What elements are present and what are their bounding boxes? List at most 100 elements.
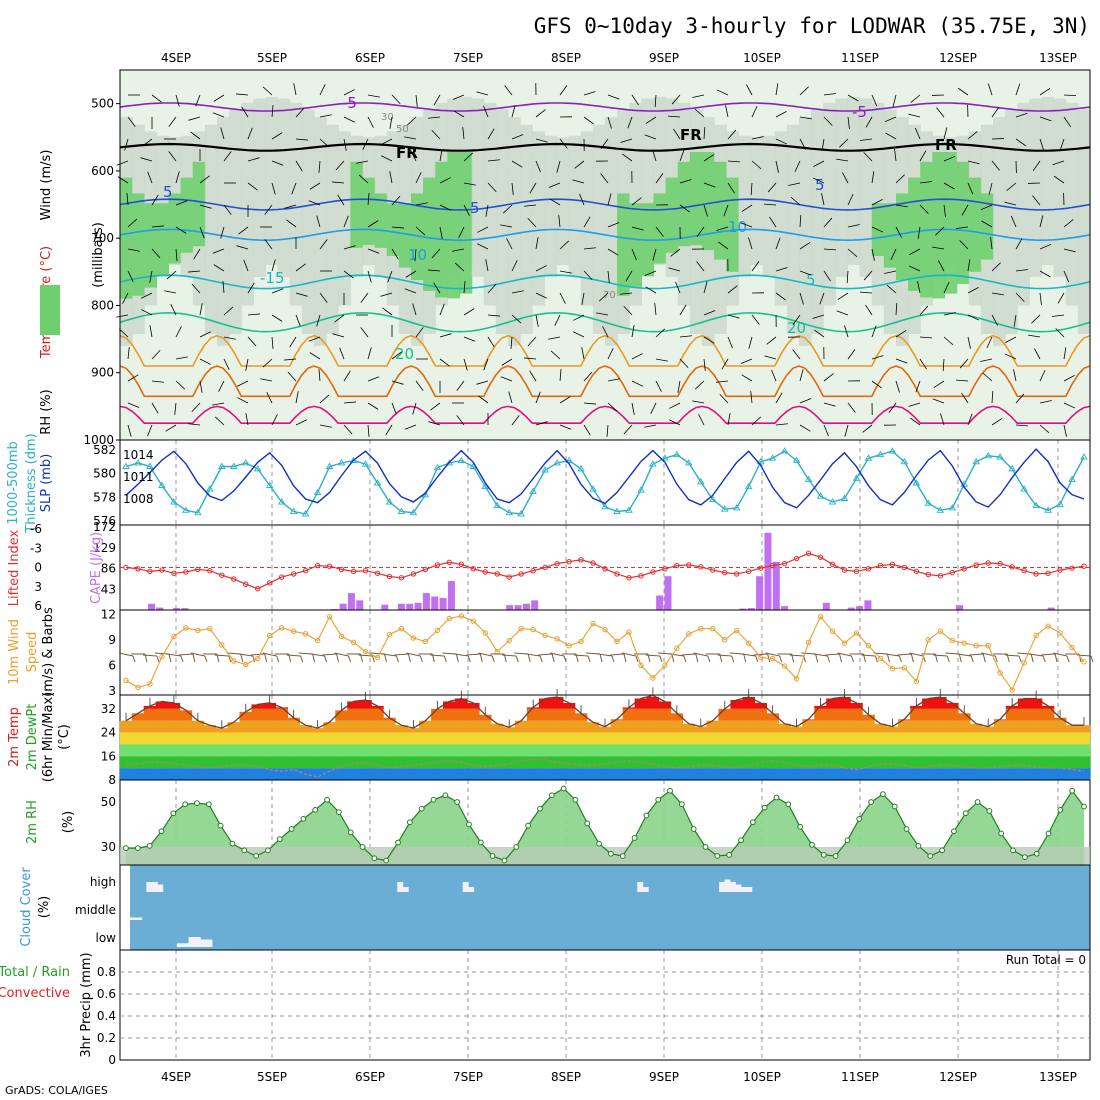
- upper-wind-barb-15-3: [188, 423, 201, 426]
- upper-wind-barb-1-7: [295, 107, 305, 118]
- temp-band-50-4: [718, 744, 732, 757]
- rh-mid-band-38: [580, 131, 594, 306]
- series-line-1000-500mb Thickness (dm): [125, 450, 1085, 515]
- upper-wind-barb-2-32: [885, 132, 897, 140]
- surface-barb-flag-9: [240, 653, 244, 663]
- upper-wind-barb-1-9: [343, 116, 355, 123]
- temp-band-33-3: [514, 732, 528, 745]
- temp-band-12-0: [263, 702, 276, 709]
- temp-band-59-5: [826, 756, 839, 769]
- temp-band-48-2: [694, 726, 708, 733]
- upper-wind-barb-3-17: [535, 160, 541, 173]
- rh-mid-band-31: [495, 109, 509, 334]
- upper-wind-barb-8-19: [583, 270, 593, 281]
- upper-wind-barb-13-26: [741, 374, 753, 382]
- rh2m-marker-63: [868, 799, 875, 805]
- upper-wind-barb-0-30: [847, 94, 859, 102]
- upper-wind-barb-1-19: [583, 116, 594, 125]
- upper-wind-barb-7-12: [414, 248, 417, 261]
- upper-wind-barb-13-3: [199, 380, 203, 393]
- upper-wind-barb-12-36: [980, 358, 993, 362]
- surface-barb-flag-16: [324, 655, 328, 663]
- upper-wind-barb-13-5: [237, 380, 249, 387]
- temp-band-35-5: [538, 756, 552, 769]
- temp-band-51-0: [730, 699, 744, 709]
- rh2m-marker-15: [300, 815, 307, 822]
- wind-marker-36: [554, 636, 560, 642]
- thickness-marker-57: [804, 475, 813, 482]
- surface-barb-shaft-10: [238, 653, 253, 657]
- temp-band-8-3: [215, 732, 229, 745]
- rh2m-marker-47: [678, 801, 685, 808]
- upper-wind-barb-13-8: [318, 369, 321, 382]
- temp-band-27-6: [443, 768, 456, 780]
- lifted-marker-24: [410, 571, 417, 577]
- upper-wind-barb-0-8: [319, 84, 326, 96]
- temp-band-77-5: [1041, 756, 1055, 769]
- upper-wind-barb-8-5: [243, 259, 249, 272]
- upper-wind-barb-0-28: [799, 86, 809, 96]
- surface-barb-shaft-42: [621, 652, 637, 657]
- temp-band-11-3: [251, 732, 265, 745]
- upper-wind-barb-0-23: [671, 94, 681, 105]
- upper-wind-barb-2-30: [839, 138, 849, 148]
- upper-wind-barb-13-18: [559, 369, 562, 382]
- upper-wind-barb-15-27: [775, 423, 788, 426]
- upper-wind-barb-5-16: [502, 204, 513, 214]
- temp-band-65-4: [898, 744, 911, 757]
- temp-band-55-4: [778, 744, 791, 757]
- thickness-marker-60: [840, 494, 849, 501]
- upper-wind-barb-1-10: [367, 116, 374, 128]
- upper-wind-barb-15-24: [698, 414, 705, 426]
- upper-wind-barb-2-4: [220, 127, 225, 140]
- upper-wind-barb-2-34: [943, 127, 948, 140]
- upper-wind-barb-5-14: [463, 204, 470, 216]
- temp-band-15-4: [299, 744, 312, 757]
- upper-wind-barb-12-32: [895, 358, 908, 364]
- temp-band-73-5: [993, 756, 1007, 769]
- temp-band-28-3: [455, 732, 468, 745]
- upper-wind-barb-5-18: [549, 198, 561, 206]
- surface-barb-flag-65: [910, 653, 914, 663]
- upper-wind-barb-9-23: [675, 281, 681, 294]
- temp-band-66-0: [910, 705, 923, 709]
- temp-band-19-0: [347, 701, 360, 709]
- upper-wind-barb-8-36: [991, 262, 1001, 272]
- temp-band-23-5: [395, 756, 408, 769]
- temp-band-65-6: [898, 768, 911, 780]
- surface-barb-flag-0: [132, 655, 136, 663]
- upper-wind-barb-5-12: [415, 202, 428, 206]
- temp-band-52-1: [742, 708, 755, 721]
- surface-barb-flag-8: [228, 655, 232, 663]
- upper-wind-barb-4-13: [439, 177, 451, 184]
- surface-barb-shaft-58: [813, 653, 828, 657]
- precip-label-total-rain: Total / Rain: [0, 965, 70, 980]
- x-tick-bottom-9: 13SEP: [1039, 1070, 1077, 1084]
- rh2m-marker-49: [702, 844, 709, 850]
- temp-band-0-5: [119, 756, 133, 769]
- upper-wind-barb-10-33: [919, 305, 929, 316]
- temp-band-67-5: [922, 756, 935, 769]
- temp-band-58-6: [814, 768, 827, 780]
- temp-y-tick-1: 24: [101, 726, 116, 740]
- cloud-bar-high-108: [719, 882, 726, 892]
- rh-green-blob-68: [944, 152, 958, 294]
- upper-wind-barb-3-21: [622, 153, 633, 162]
- wind-marker-77: [1045, 623, 1051, 629]
- thickness-marker-31: [493, 501, 502, 509]
- upper-wind-barb-13-24: [694, 380, 705, 390]
- upper-wind-barb-13-21: [631, 380, 643, 387]
- slp-y-tick-2: 1008: [123, 492, 154, 506]
- upper-wind-barb-6-34: [935, 226, 945, 236]
- upper-wind-barb-7-8: [319, 239, 328, 250]
- surface-barb-flag-35: [551, 653, 555, 663]
- temp-band-68-2: [934, 720, 947, 733]
- temp-band-24-5: [407, 756, 420, 769]
- temp-band-67-1: [922, 708, 935, 721]
- isotherm-label-4: FR: [935, 136, 957, 154]
- upper-wind-barb-10-30: [836, 310, 849, 316]
- rh2m-marker-24: [406, 819, 413, 826]
- upper-wind-barb-10-35: [967, 314, 980, 321]
- upper-wind-barb-13-39: [1063, 375, 1075, 382]
- temp-band-26-2: [431, 720, 444, 733]
